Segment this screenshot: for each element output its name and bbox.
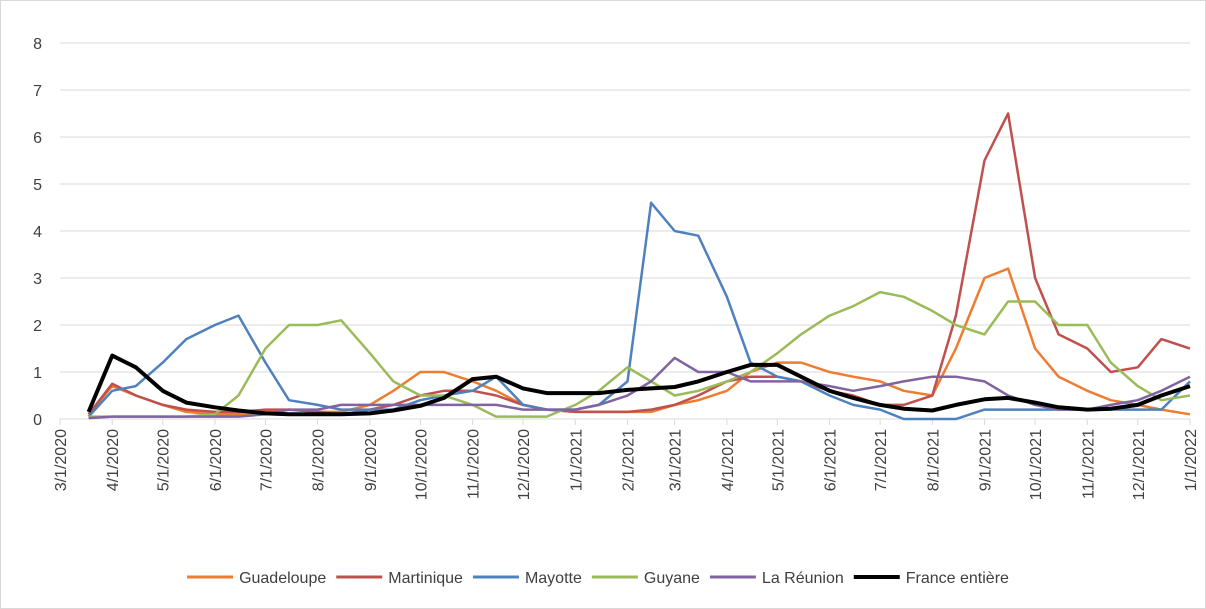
y-tick-label: 1 <box>33 365 42 382</box>
legend-label: France entière <box>906 570 1009 587</box>
y-tick-label: 3 <box>33 271 42 288</box>
y-tick-label: 4 <box>33 224 42 241</box>
legend-label: La Réunion <box>762 570 844 587</box>
x-tick-label: 11/1/2020 <box>466 429 483 499</box>
x-tick-label: 4/1/2020 <box>105 429 122 491</box>
series-line <box>87 112 1191 416</box>
x-tick-label: 9/1/2021 <box>978 429 995 491</box>
x-tick-label: 12/1/2021 <box>1131 429 1148 500</box>
x-tick-label: 8/1/2021 <box>925 429 942 491</box>
y-tick-label: 0 <box>33 412 42 429</box>
x-tick-label: 3/1/2021 <box>668 429 685 491</box>
series-line <box>87 201 1191 421</box>
x-tick-label: 7/1/2020 <box>258 429 275 491</box>
x-tick-label: 8/1/2020 <box>311 429 328 491</box>
series-line <box>86 353 1191 417</box>
x-tick-label: 2/1/2021 <box>621 429 638 491</box>
x-tick-label: 5/1/2020 <box>156 429 173 491</box>
legend-label: Guyane <box>644 570 700 587</box>
y-tick-label: 6 <box>33 130 42 147</box>
x-tick-label: 11/1/2021 <box>1080 429 1097 499</box>
x-tick-label: 10/1/2021 <box>1028 429 1045 500</box>
x-tick-label: 6/1/2020 <box>208 429 225 491</box>
x-tick-label: 1/1/2021 <box>568 429 585 491</box>
x-tick-label: 6/1/2021 <box>823 429 840 491</box>
x-tick-label: 9/1/2020 <box>363 429 380 491</box>
y-tick-label: 8 <box>33 36 42 53</box>
x-tick-label: 5/1/2021 <box>770 429 787 491</box>
y-tick-label: 5 <box>33 177 42 194</box>
legend-label: Martinique <box>388 570 463 587</box>
y-tick-label: 7 <box>33 83 42 100</box>
x-tick-label: 4/1/2021 <box>720 429 737 491</box>
x-tick-label: 1/1/2022 <box>1183 429 1200 491</box>
x-tick-label: 7/1/2021 <box>873 429 890 491</box>
series-line <box>88 290 1191 418</box>
x-tick-label: 10/1/2020 <box>413 429 430 500</box>
y-tick-label: 2 <box>33 318 42 335</box>
legend-label: Mayotte <box>525 570 582 587</box>
legend-label: Guadeloupe <box>239 570 326 587</box>
x-tick-label: 12/1/2020 <box>516 429 533 500</box>
x-tick-label: 3/1/2020 <box>53 429 70 491</box>
